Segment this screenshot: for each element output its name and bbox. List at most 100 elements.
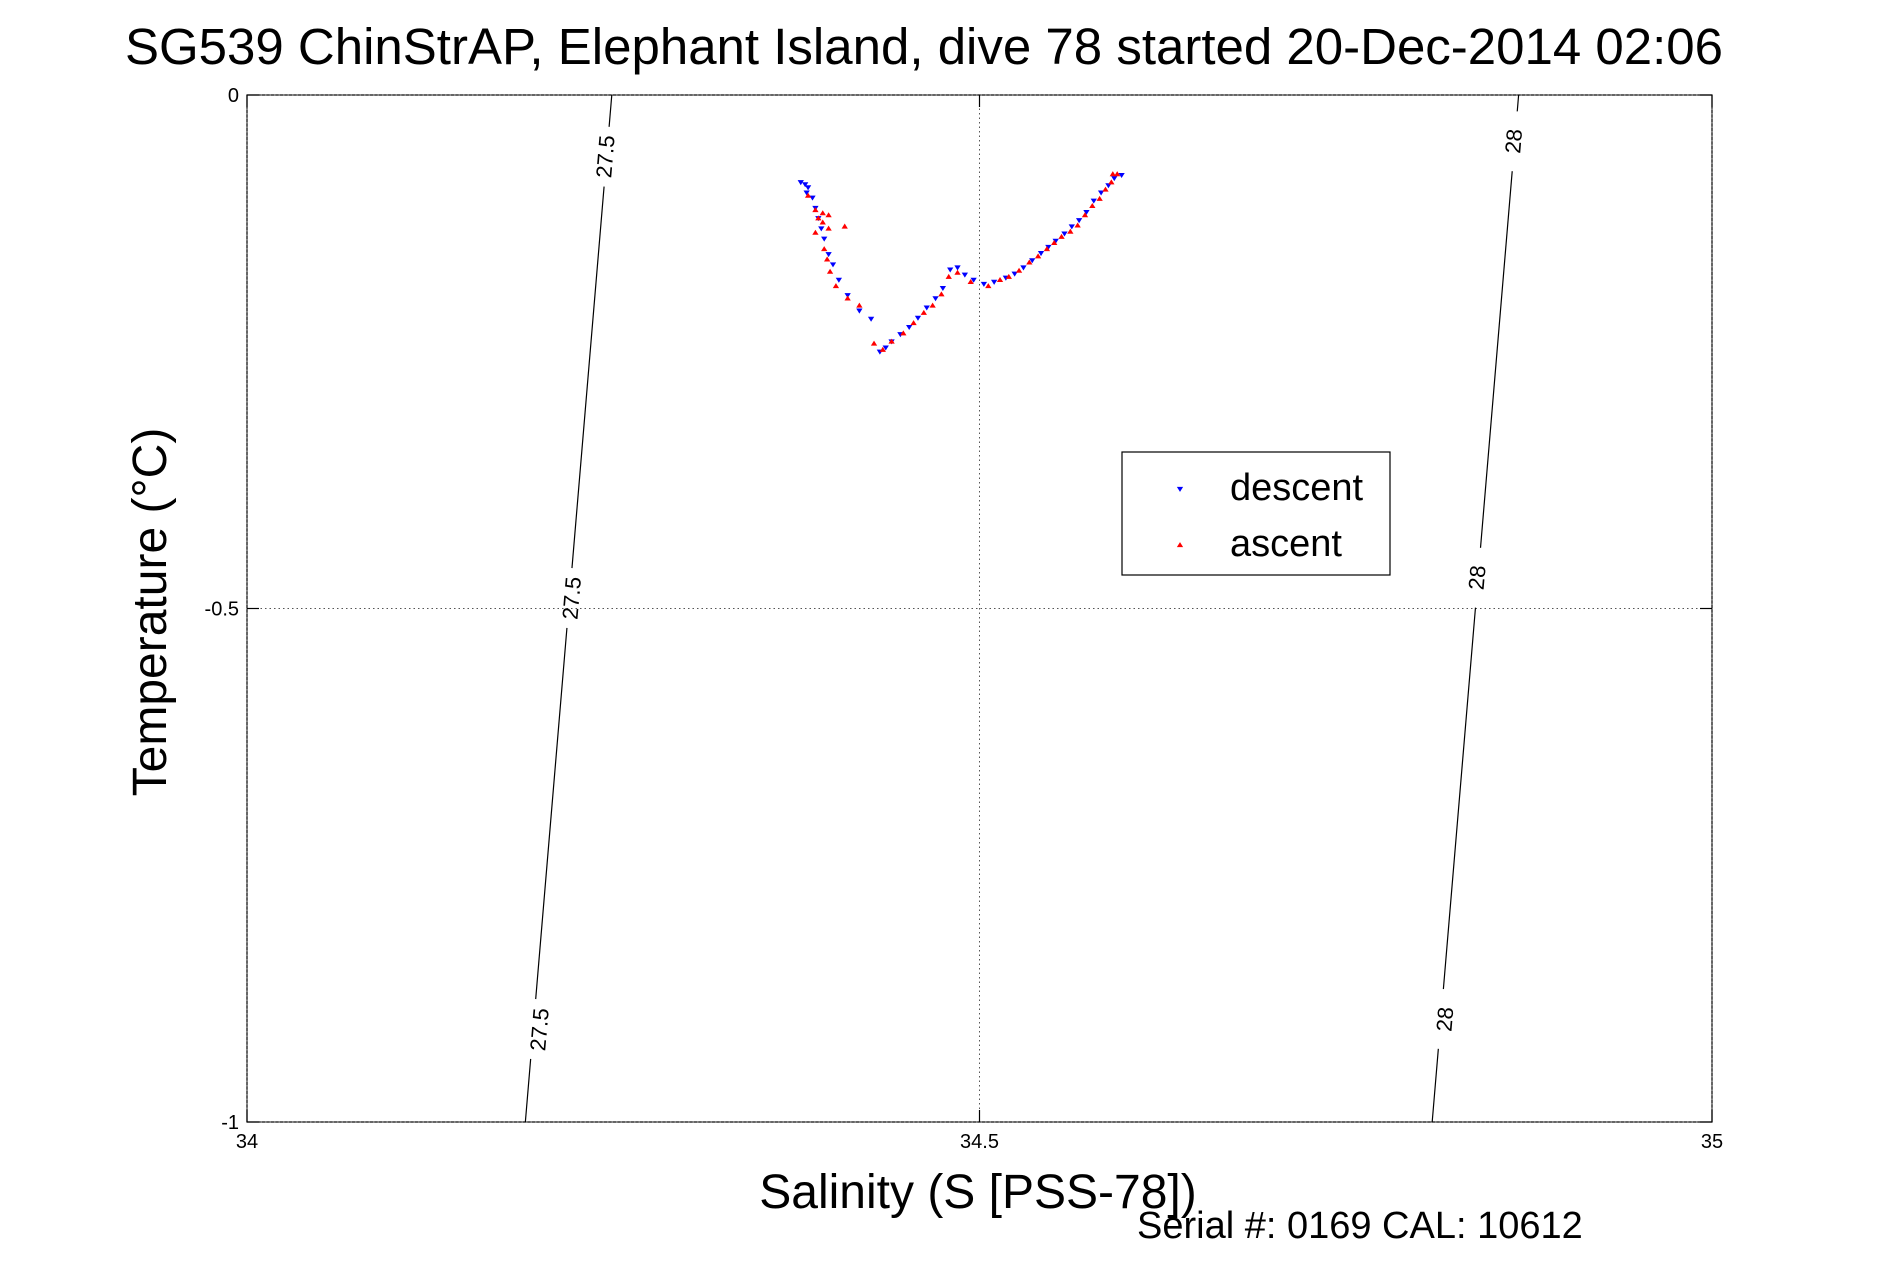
y-axis-label: Temperature (°C) [124, 428, 177, 797]
isopycnal-line [571, 186, 605, 569]
legend-ascent-symbol [1176, 542, 1184, 548]
ascent-point [1096, 195, 1103, 201]
ascent-point [996, 276, 1004, 282]
descent-point [803, 190, 810, 196]
descent-point [797, 180, 804, 186]
legend-marker-descent [1176, 486, 1184, 492]
grid-lines [246, 94, 1713, 1123]
descent-point [867, 316, 875, 322]
descent-point [939, 285, 947, 291]
ascent-point [929, 302, 936, 308]
ascent-point [823, 256, 831, 262]
ascent-point [1043, 246, 1051, 252]
ascent-point [1067, 228, 1074, 234]
descent-point [980, 281, 988, 287]
descent-point [970, 277, 977, 283]
ascent-point [870, 340, 878, 346]
descent-point [1075, 218, 1083, 224]
chart-title: SG539 ChinStrAP, Elephant Island, dive 7… [125, 18, 1723, 75]
isopycnal-label: 27.5 [591, 134, 620, 179]
ascent-point [938, 291, 945, 297]
descent-point [802, 182, 809, 188]
ascent-point [888, 338, 895, 344]
y-tick-label: -1 [221, 1112, 239, 1134]
ascent-point [1074, 222, 1081, 228]
ascent-point [1051, 239, 1058, 246]
isopycnal-label: 28 [1464, 564, 1491, 590]
ascent-point [856, 302, 863, 308]
ascent-point [841, 223, 848, 229]
descent-point [1011, 271, 1018, 277]
descent-point [1083, 209, 1090, 215]
legend-marker-ascent [1176, 542, 1184, 548]
ascent-point [985, 283, 992, 289]
isopycnal-line [1431, 1048, 1439, 1123]
x-tick-label: 35 [1701, 1131, 1723, 1153]
descent-point [835, 277, 843, 283]
ascent-point [826, 268, 834, 274]
ticks: 34 34.5 35 0 -0.5 -1 [205, 85, 1724, 1153]
ascent-point [804, 192, 812, 198]
ascent-point [844, 295, 851, 301]
isopycnal-label: 28 [1431, 1006, 1458, 1032]
ascent-point [832, 283, 840, 289]
isopycnal-line [524, 1058, 532, 1123]
descent-point [954, 265, 961, 271]
legend: descent ascent [1121, 451, 1391, 576]
isopycnal-label: 27.5 [525, 1007, 554, 1052]
ascent-point [821, 246, 828, 252]
descent-point [932, 296, 939, 302]
descent-point [804, 185, 812, 191]
ascent-point [819, 210, 826, 216]
x-tick-label: 34 [236, 1131, 258, 1153]
isopycnal-line [1442, 607, 1477, 990]
ascent-point [954, 269, 961, 275]
descent-point [1111, 176, 1118, 182]
descent-point [809, 195, 816, 201]
ascent-point [1058, 233, 1065, 239]
ascent-point [945, 273, 952, 279]
descent-point [1037, 251, 1045, 257]
legend-descent-symbol [1176, 486, 1184, 492]
descent-point [856, 308, 863, 314]
isopycnal-label: 28 [1500, 128, 1527, 154]
isopycnal-line [535, 627, 568, 1000]
isopycnal-label: 27.5 [557, 576, 586, 621]
y-tick-label: 0 [228, 85, 239, 107]
legend-label-ascent: ascent [1230, 523, 1342, 565]
ascent-point [900, 330, 907, 336]
descent-point [923, 305, 930, 311]
descent-point [1029, 258, 1036, 264]
ascent-point [819, 219, 826, 225]
ascent-point [1026, 259, 1033, 265]
ascent-point [825, 225, 832, 231]
descent-point [914, 315, 922, 321]
descent-point [882, 345, 889, 351]
descent-point [906, 324, 913, 331]
descent-point [825, 252, 832, 258]
ascent-point [910, 320, 917, 326]
ascent-point [1114, 171, 1121, 177]
ascent-point [879, 346, 886, 352]
descent-point [1097, 190, 1105, 196]
descent-point [1090, 198, 1097, 204]
descent-point [947, 267, 954, 273]
descent-point [991, 279, 998, 285]
descent-point [1061, 231, 1068, 237]
ascent-point [1102, 186, 1109, 192]
ascent-point [1108, 179, 1115, 185]
descent-point [961, 272, 968, 278]
isopycnal-layer: 27.5 27.5 27.5 28 28 28 [524, 94, 1527, 1123]
descent-point [829, 262, 837, 268]
serial-calibration-text: Serial #: 0169 CAL: 10612 [1137, 1205, 1583, 1247]
descent-point [1068, 224, 1075, 230]
ascent-point [815, 215, 822, 221]
descent-point [1020, 265, 1027, 271]
ascent-point [967, 279, 974, 285]
legend-box [1121, 451, 1391, 576]
ascent-point [825, 212, 832, 218]
descent-point [1105, 183, 1112, 189]
descent-point [818, 226, 825, 232]
descent-point [821, 236, 828, 242]
